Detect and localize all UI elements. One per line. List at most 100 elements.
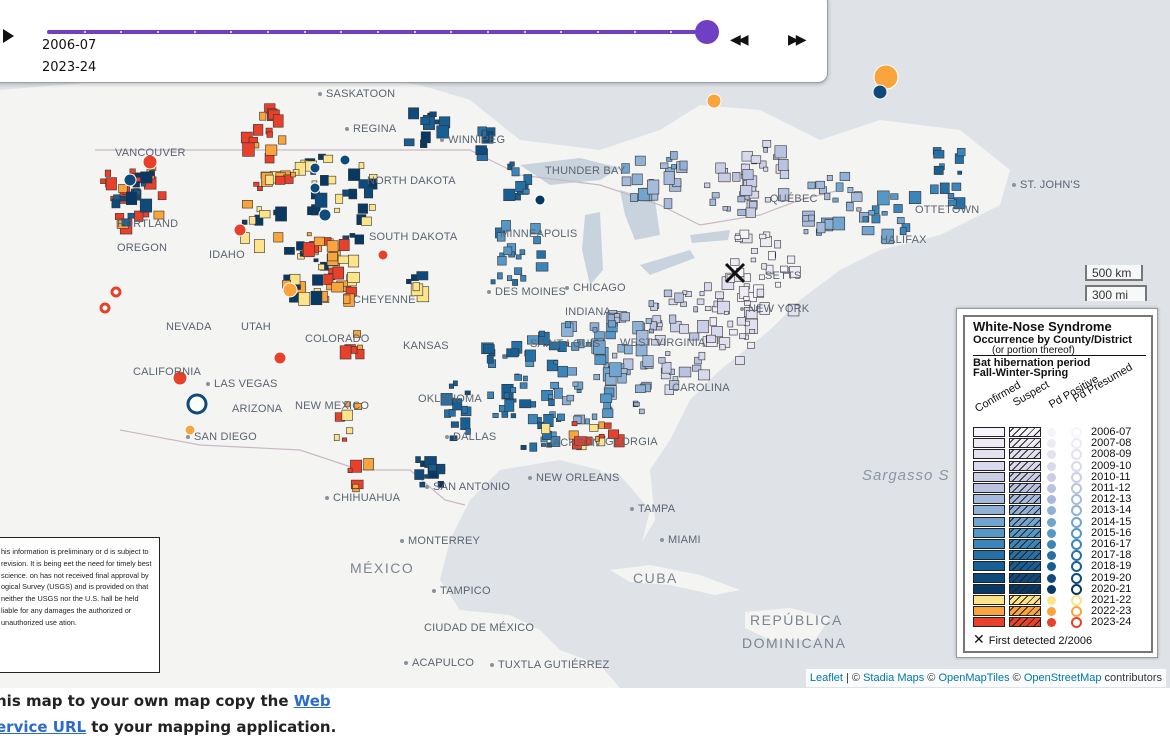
county-shape bbox=[533, 236, 541, 245]
pd-presumed-marker[interactable] bbox=[99, 302, 111, 314]
county-shape bbox=[862, 216, 869, 223]
county-shape bbox=[104, 169, 112, 177]
county-shape bbox=[514, 267, 523, 275]
county-shape bbox=[503, 188, 516, 201]
place-name: CIUDAD DE MÉXICO bbox=[424, 622, 535, 634]
legend-title: White-Nose Syndrome bbox=[973, 319, 1112, 334]
county-shape bbox=[337, 255, 349, 264]
legend-swatch-suspect bbox=[1009, 449, 1041, 460]
openmaptiles-link[interactable]: OpenMapTiles bbox=[938, 672, 1010, 684]
pd-positive-marker[interactable] bbox=[706, 93, 722, 109]
county-shape bbox=[939, 182, 950, 194]
pd-positive-marker[interactable] bbox=[142, 154, 158, 170]
pd-positive-marker[interactable] bbox=[377, 249, 389, 261]
county-shape bbox=[496, 232, 506, 242]
county-shape bbox=[464, 390, 471, 396]
pd-positive-marker[interactable] bbox=[309, 182, 321, 194]
county-shape bbox=[339, 345, 352, 360]
pd-positive-marker[interactable] bbox=[339, 154, 351, 166]
pd-positive-marker[interactable] bbox=[309, 162, 321, 174]
county-shape bbox=[538, 330, 545, 337]
place-name: UTAH bbox=[241, 321, 271, 333]
timeline-tick bbox=[597, 31, 599, 33]
stadia-link[interactable]: Stadia Maps bbox=[863, 672, 925, 684]
pd-presumed-marker[interactable] bbox=[186, 393, 208, 415]
timeline-control: 2006-07 2023-24 ◀◀ ▶▶ bbox=[0, 0, 828, 83]
county-shape bbox=[557, 365, 568, 378]
legend-row: 2021-22 bbox=[973, 594, 1153, 606]
county-shape bbox=[429, 111, 437, 118]
place-name: PORTLAND bbox=[117, 218, 179, 230]
county-shape bbox=[634, 155, 646, 166]
pd-positive-marker[interactable] bbox=[123, 173, 137, 187]
county-shape bbox=[704, 306, 712, 311]
pd-positive-marker[interactable] bbox=[318, 208, 332, 222]
legend-swatch-suspect bbox=[1009, 483, 1041, 493]
county-shape bbox=[149, 170, 155, 177]
legend-ring-pd-presumed bbox=[1071, 617, 1082, 629]
timeline-slider-track[interactable] bbox=[47, 30, 707, 34]
county-shape bbox=[612, 352, 618, 359]
legend-year-label: 2018-19 bbox=[1091, 560, 1132, 573]
county-shape bbox=[815, 180, 825, 189]
pd-positive-marker[interactable] bbox=[273, 351, 287, 365]
pd-positive-marker[interactable] bbox=[233, 223, 247, 237]
play-button[interactable] bbox=[3, 29, 14, 43]
place-label-vancouver: VANCOUVER bbox=[115, 147, 186, 159]
county-shape bbox=[448, 383, 455, 389]
county-shape bbox=[449, 435, 458, 442]
legend-frame: White-Nose Syndrome Occurrence by County… bbox=[963, 315, 1153, 653]
legend-row: 2016-17 bbox=[973, 538, 1153, 550]
legend-row: 2017-18 bbox=[973, 549, 1153, 562]
place-name: NEVADA bbox=[166, 321, 212, 333]
legend-swatch-confirmed bbox=[973, 483, 1005, 493]
county-shape bbox=[354, 402, 362, 410]
county-shape bbox=[663, 289, 673, 298]
county-shape bbox=[789, 266, 801, 278]
county-shape bbox=[503, 392, 510, 399]
county-shape bbox=[614, 316, 621, 324]
pd-positive-marker[interactable] bbox=[184, 424, 196, 436]
web-service-url-link-part2[interactable]: ervice URL bbox=[0, 718, 87, 736]
county-shape bbox=[323, 154, 334, 163]
place-name: REGINA bbox=[353, 123, 397, 135]
fast-forward-button[interactable]: ▶▶ bbox=[788, 32, 806, 48]
rewind-button[interactable]: ◀◀ bbox=[730, 32, 748, 48]
place-name: MÉXICO bbox=[350, 560, 415, 576]
web-service-url-link-part1[interactable]: Web bbox=[293, 692, 331, 710]
county-shape bbox=[592, 327, 598, 333]
county-shape bbox=[118, 184, 128, 193]
legend-dot-pd-positive bbox=[1047, 439, 1056, 449]
timeline-slider-thumb[interactable] bbox=[695, 20, 719, 44]
pd-presumed-marker[interactable] bbox=[110, 286, 122, 298]
county-shape bbox=[497, 272, 503, 280]
pd-positive-marker[interactable] bbox=[282, 282, 298, 298]
county-shape bbox=[412, 282, 420, 292]
county-shape bbox=[956, 147, 966, 157]
city-dot-icon bbox=[490, 663, 494, 668]
openstreetmap-link[interactable]: OpenStreetMap bbox=[1023, 672, 1102, 684]
map-legend: White-Nose Syndrome Occurrence by County… bbox=[956, 308, 1158, 658]
county-shape bbox=[347, 467, 353, 473]
pd-positive-marker[interactable] bbox=[872, 84, 888, 100]
county-shape bbox=[331, 282, 344, 293]
pd-positive-marker[interactable] bbox=[172, 370, 188, 386]
place-label-jackson: JACKSON bbox=[547, 437, 600, 449]
legend-first-detected-label: First detected 2/2006 bbox=[988, 635, 1093, 647]
legend-swatch-suspect bbox=[1009, 427, 1041, 437]
legend-dot-pd-positive bbox=[1047, 573, 1056, 583]
county-shape bbox=[100, 178, 107, 184]
pd-positive-marker[interactable] bbox=[534, 194, 546, 206]
leaflet-link[interactable]: Leaflet bbox=[809, 672, 843, 684]
city-dot-icon bbox=[440, 138, 444, 143]
legend-swatch-confirmed bbox=[973, 505, 1005, 516]
county-shape bbox=[802, 215, 810, 222]
county-shape bbox=[768, 251, 776, 261]
legend-year-label: 2017-18 bbox=[1091, 549, 1132, 562]
legend-dot-pd-positive bbox=[1047, 428, 1056, 437]
legend-swatch-confirmed bbox=[973, 516, 1005, 527]
place-label-portland: PORTLAND bbox=[117, 218, 178, 230]
legend-swatch-confirmed bbox=[973, 583, 1005, 594]
county-shape bbox=[153, 210, 165, 220]
county-shape bbox=[157, 191, 167, 200]
